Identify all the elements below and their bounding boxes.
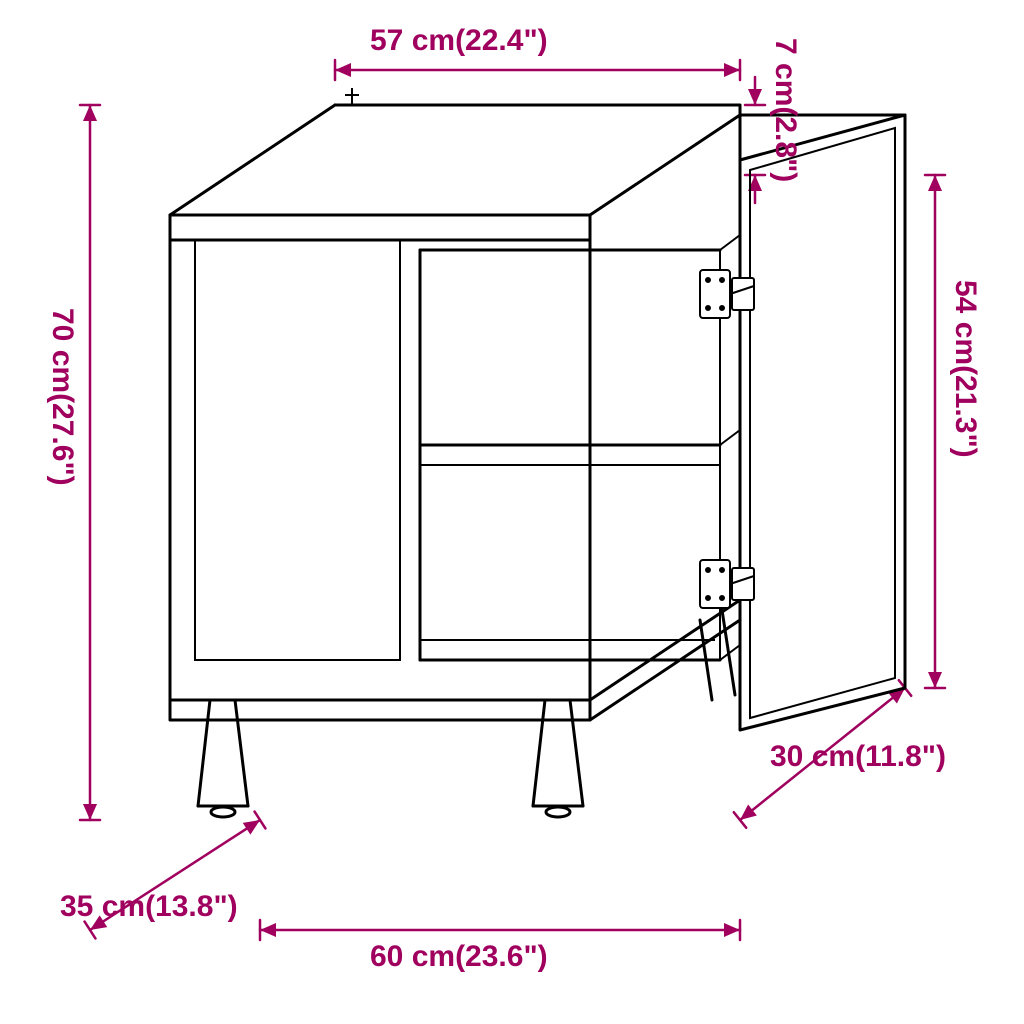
dim-label-base-depth: 35 cm(13.8") — [60, 890, 238, 924]
cabinet-outline — [170, 88, 905, 817]
dim-label-door-depth: 30 cm(11.8") — [770, 740, 946, 774]
dim-label-door-height: 54 cm(21.3") — [948, 280, 982, 458]
diagram-stage: 57 cm(22.4") 7 cm(2.8") 54 cm(21.3") 30 … — [0, 0, 1024, 1024]
dim-label-base-width: 60 cm(23.6") — [370, 940, 548, 974]
dim-label-total-height: 70 cm(27.6") — [45, 308, 79, 486]
diagram-svg — [0, 0, 1024, 1024]
dim-label-top-gap: 7 cm(2.8") — [768, 38, 802, 182]
dim-label-top-width: 57 cm(22.4") — [370, 24, 548, 58]
